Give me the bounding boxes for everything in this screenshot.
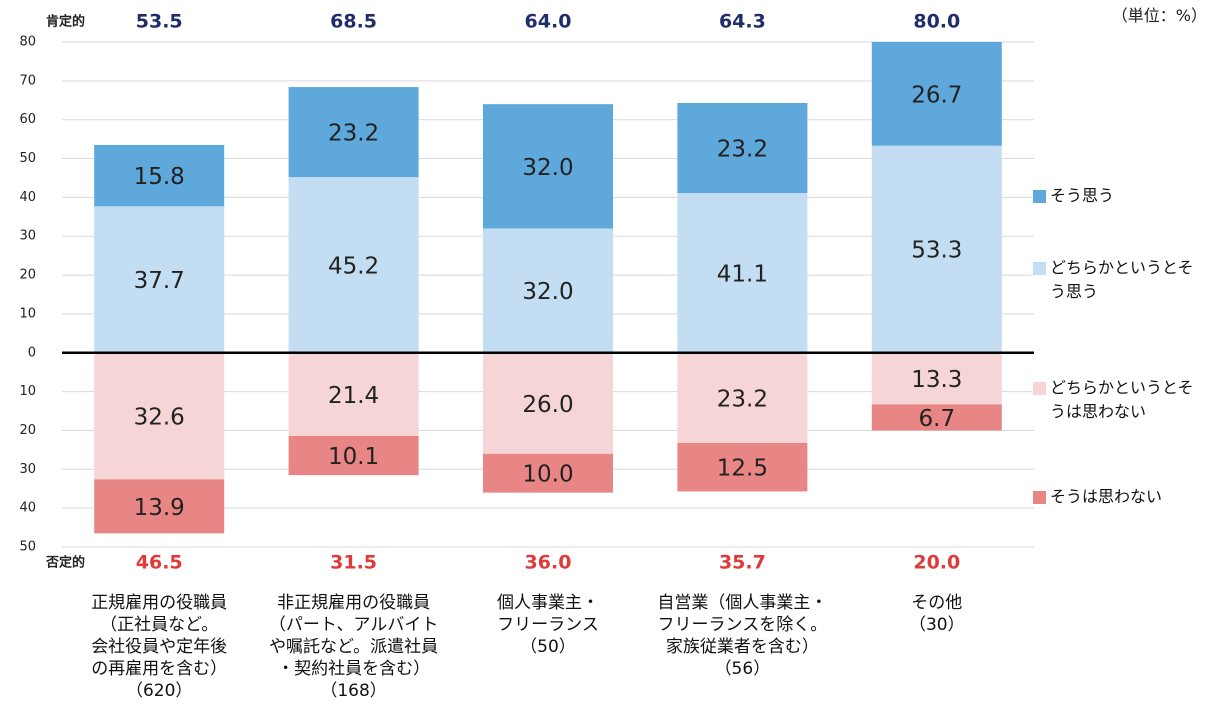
bar-segment [871,145,1002,353]
total-label: 64.0 [525,11,572,33]
value-label: 32.0 [522,155,573,181]
y-tick-label: 0 [28,345,36,360]
value-label: 37.7 [134,268,185,294]
value-label: 21.4 [328,383,379,409]
legend-swatch [1033,190,1046,203]
x-tick-label: 個人事業主・ フリーランス （50） [497,593,599,657]
value-label: 23.2 [717,386,768,412]
bar-segment [288,87,419,178]
total-label: 68.5 [330,11,377,33]
bar-segment [94,144,225,207]
bar-segment [677,193,808,353]
y-tick-label: 40 [19,190,36,205]
total-label: 20.0 [913,552,960,574]
value-label: 10.0 [522,462,573,488]
bar-segment [483,228,613,353]
y-tick-label: 10 [19,306,36,321]
legend-label: どちらかというとそうは思わない [1050,378,1194,421]
unit-label: （単位：%） [1111,6,1207,25]
bar-segment [483,104,613,229]
total-row-label: 肯定的 [46,14,85,30]
total-label: 53.5 [136,11,183,33]
total-label: 46.5 [136,552,183,574]
value-label: 13.3 [911,367,962,393]
total-label: 35.7 [719,552,766,574]
legend-swatch [1033,262,1046,275]
value-label: 45.2 [328,253,379,279]
value-label: 23.2 [328,121,379,147]
bar-segment [677,442,808,492]
y-tick-label: 50 [19,540,36,555]
bar-segment [677,352,808,443]
y-tick-label: 60 [19,112,36,127]
total-label: 64.3 [719,11,766,33]
value-label: 53.3 [911,238,962,264]
y-tick-label: 70 [19,73,36,88]
bar-segment [94,479,225,534]
y-tick-label: 20 [19,268,36,283]
total-label: 80.0 [913,11,960,33]
y-tick-label: 40 [19,501,36,516]
legend-label: そう思う [1050,186,1115,205]
value-label: 23.2 [717,137,768,163]
y-tick-label: 30 [19,229,36,244]
bar-segment [677,102,808,194]
bar-segment [288,177,419,353]
bar-segment [288,352,419,436]
legend-swatch [1033,491,1046,504]
bar-segment [94,206,225,353]
y-tick-label: 50 [19,151,36,166]
value-label: 26.7 [911,82,962,108]
y-tick-label: 20 [19,423,36,438]
y-tick-label: 30 [19,462,36,477]
value-label: 10.1 [328,444,379,470]
value-label: 15.8 [134,164,185,190]
value-label: 12.5 [717,456,768,482]
bar-segment [871,352,1002,405]
total-label: 31.5 [330,552,377,574]
value-label: 13.9 [134,495,185,521]
value-label: 41.1 [717,261,768,287]
bar-segment [288,435,419,476]
x-tick-label: その他 （30） [908,593,965,635]
bar-segment [483,352,613,454]
bar-segment [94,352,225,480]
value-label: 26.0 [522,392,573,418]
x-tick-label: 正規雇用の役職員 （正社員など。 会社役員や定年後 の再雇用を含む） （620） [91,593,228,701]
value-label: 32.6 [134,405,185,431]
bar-segment [483,453,613,493]
value-label: 6.7 [919,406,956,432]
total-row-label: 否定的 [45,555,85,571]
legend-label: そうは思わない [1050,487,1163,506]
x-tick-label: 自営業（個人事業主・ フリーランスを除く。 家族従業者を含む） （56） [657,593,828,679]
bar-segment [871,404,1002,431]
legend-label: どちらかというとそう思う [1050,258,1194,301]
legend-swatch [1033,382,1046,395]
y-tick-label: 80 [19,35,36,50]
bar-segment [871,42,1002,146]
x-tick-label: 非正規雇用の役職員 （パート、アルバイト や嘱託など。派遣社員 ・契約社員を含む… [268,593,439,701]
value-label: 32.0 [522,279,573,305]
total-label: 36.0 [525,552,572,574]
y-tick-label: 10 [19,384,36,399]
